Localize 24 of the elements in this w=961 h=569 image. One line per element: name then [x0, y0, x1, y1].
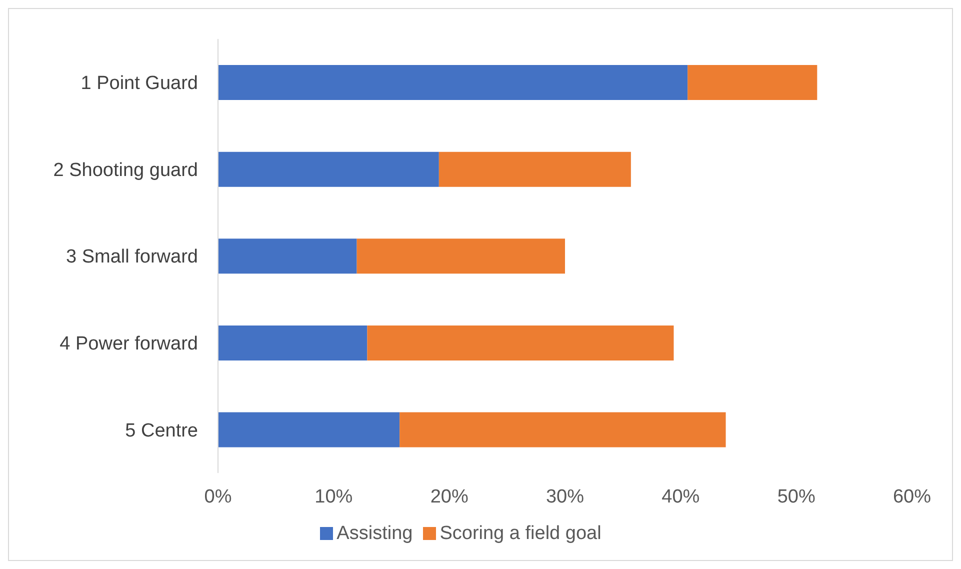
- x-tick-label: 50%: [777, 486, 816, 508]
- legend-label: Scoring a field goal: [440, 523, 602, 544]
- x-tick-label: 0%: [204, 486, 232, 508]
- bar: [438, 152, 631, 187]
- x-tick-label: 30%: [546, 486, 584, 508]
- legend-label: Assisting: [336, 523, 413, 544]
- x-tick-label: 40%: [662, 486, 700, 508]
- x-tick-label: 10%: [314, 486, 353, 508]
- y-tick-label: 2 Shooting guard: [53, 160, 198, 181]
- bar: [400, 412, 726, 448]
- x-tick-label: 20%: [430, 486, 468, 508]
- bar: [218, 152, 439, 187]
- y-tick-label: 3 Small forward: [66, 246, 198, 268]
- bar: [688, 65, 818, 100]
- bar: [218, 65, 688, 100]
- bar: [218, 325, 368, 360]
- y-tick-label: 4 Power forward: [60, 334, 198, 355]
- bar: [367, 325, 674, 360]
- bar: [218, 238, 357, 274]
- y-tick-label: 5 Centre: [125, 420, 198, 442]
- bar: [218, 412, 400, 448]
- bar: [356, 238, 565, 274]
- y-tick-label: 1 Point Guard: [80, 73, 198, 94]
- x-tick-label: 60%: [892, 486, 932, 508]
